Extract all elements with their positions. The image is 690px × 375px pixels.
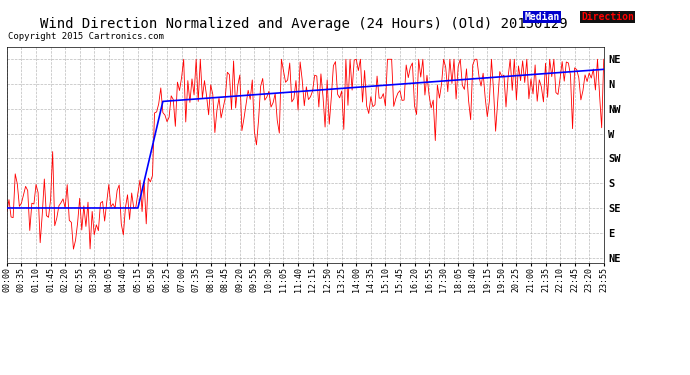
Text: Wind Direction Normalized and Average (24 Hours) (Old) 20150129: Wind Direction Normalized and Average (2…	[40, 17, 567, 31]
Text: Median: Median	[524, 12, 560, 22]
Text: Copyright 2015 Cartronics.com: Copyright 2015 Cartronics.com	[8, 32, 164, 41]
Text: Direction: Direction	[581, 12, 634, 22]
